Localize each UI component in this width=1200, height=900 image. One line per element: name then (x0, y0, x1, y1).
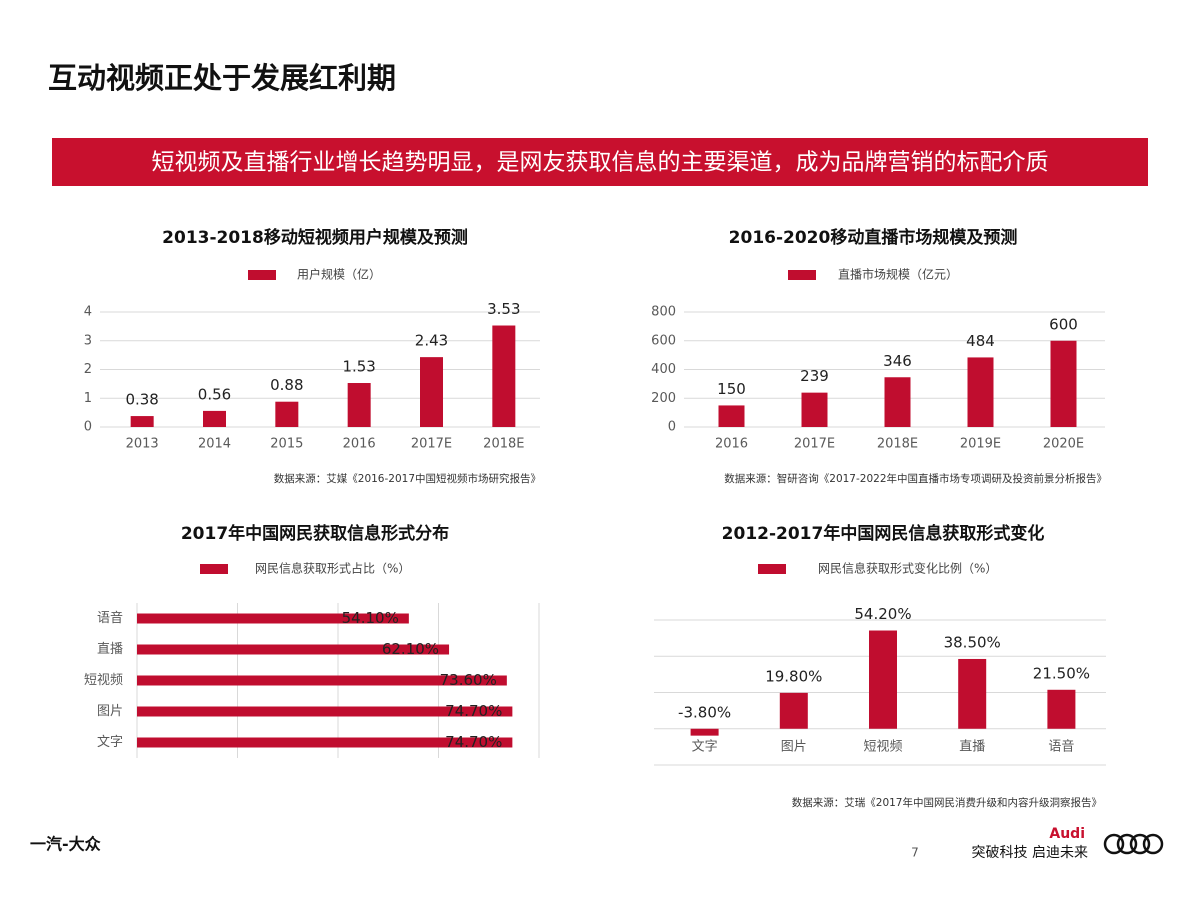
y-category-label: 文字 (97, 735, 123, 750)
slogan: 突破科技 启迪未来 (972, 845, 1088, 861)
legend-label: 用户规模（亿） (297, 267, 381, 282)
x-tick-label: 2019E (960, 437, 1001, 452)
chart-title: 2016-2020移动直播市场规模及预测 (729, 227, 1018, 248)
bar (869, 630, 897, 729)
bar (779, 692, 808, 729)
bar (958, 658, 987, 729)
x-tick-label: 语音 (1048, 739, 1074, 755)
bar (137, 706, 513, 717)
value-label: 62.10% (382, 640, 439, 658)
value-label: 19.80% (765, 667, 822, 685)
bar (137, 613, 409, 624)
slide-title: 互动视频正处于发展红利期 (48, 61, 396, 95)
value-label: 38.50% (944, 633, 1001, 651)
value-label: 74.70% (445, 702, 502, 720)
bar (690, 728, 719, 736)
y-tick-label: 400 (651, 362, 676, 377)
x-tick-label: 2017E (794, 437, 835, 452)
legend-swatch (248, 270, 276, 280)
x-tick-label: 2016 (343, 437, 376, 452)
chart-title: 2017年中国网民获取信息形式分布 (181, 523, 449, 544)
brand: 一汽-大众 (30, 835, 102, 854)
legend-label: 网民信息获取形式变化比例（%） (818, 561, 997, 576)
bar (275, 401, 299, 427)
value-label: 21.50% (1033, 664, 1090, 682)
y-category-label: 图片 (97, 704, 123, 719)
bar (203, 410, 226, 427)
bar (347, 383, 371, 427)
legend-swatch (788, 270, 816, 280)
y-tick-label: 600 (651, 333, 676, 348)
banner-text: 短视频及直播行业增长趋势明显，是网友获取信息的主要渠道，成为品牌营销的标配介质 (152, 150, 1049, 176)
y-category-label: 语音 (97, 610, 123, 626)
bar (718, 405, 745, 427)
y-category-label: 直播 (97, 642, 123, 657)
bar (137, 644, 450, 655)
value-label: 0.56 (198, 385, 231, 403)
legend-label: 网民信息获取形式占比（%） (255, 561, 410, 576)
audi-text: Audi (1049, 826, 1085, 842)
y-tick-label: 3 (84, 333, 92, 348)
bar (967, 357, 994, 427)
bar (137, 737, 513, 748)
value-label: 150 (717, 380, 746, 398)
source-note: 数据来源：艾媒《2016-2017中国短视频市场研究报告》 (274, 472, 541, 485)
value-label: 1.53 (342, 358, 375, 376)
x-tick-label: 2017E (411, 437, 452, 452)
bar (492, 325, 516, 427)
bar (801, 392, 828, 427)
x-tick-label: 2020E (1043, 437, 1084, 452)
audi-rings (1103, 833, 1164, 855)
value-label: 54.10% (342, 609, 399, 627)
value-label: 239 (800, 367, 829, 385)
y-tick-label: 1 (84, 391, 92, 406)
x-tick-label: 文字 (692, 740, 718, 755)
value-label: 2.43 (415, 332, 448, 350)
y-tick-label: 0 (84, 420, 92, 435)
y-tick-label: 2 (84, 362, 92, 377)
x-tick-label: 2014 (198, 437, 231, 452)
chart-title: 2012-2017年中国网民信息获取形式变化 (722, 523, 1045, 544)
bar (884, 377, 911, 427)
page-number: 7 (911, 846, 919, 860)
x-tick-label: 2013 (126, 437, 159, 452)
value-label: 600 (1049, 315, 1078, 333)
source-note: 数据来源：智研咨询《2017-2022年中国直播市场专项调研及投资前景分析报告》 (724, 472, 1107, 485)
value-label: 0.38 (125, 391, 158, 409)
y-tick-label: 0 (668, 420, 676, 435)
legend-swatch (758, 564, 786, 574)
value-label: 74.70% (445, 733, 502, 751)
x-tick-label: 2015 (270, 437, 303, 452)
y-tick-label: 4 (84, 305, 92, 320)
value-label: 346 (883, 352, 912, 370)
source-note: 数据来源：艾瑞《2017年中国网民消费升级和内容升级洞察报告》 (792, 796, 1102, 809)
chart-title: 2013-2018移动短视频用户规模及预测 (162, 227, 468, 248)
x-tick-label: 短视频 (863, 740, 902, 755)
legend-swatch (200, 564, 228, 574)
value-label: 73.60% (440, 671, 497, 689)
x-tick-label: 2018E (877, 437, 918, 452)
y-category-label: 短视频 (84, 673, 123, 688)
y-tick-label: 200 (651, 391, 676, 406)
value-label: 54.20% (854, 605, 911, 623)
bar (1050, 340, 1077, 427)
banner-bg (52, 138, 1148, 186)
value-label: 3.53 (487, 300, 520, 318)
x-tick-label: 2016 (715, 437, 748, 452)
value-label: 0.88 (270, 376, 303, 394)
value-label: -3.80% (678, 703, 731, 721)
bar (1047, 689, 1076, 729)
value-label: 484 (966, 332, 995, 350)
bar (420, 357, 443, 427)
x-tick-label: 图片 (781, 740, 807, 755)
legend-label: 直播市场规模（亿元） (838, 267, 958, 282)
x-tick-label: 直播 (959, 740, 985, 755)
bar (130, 416, 154, 427)
bar (137, 675, 507, 686)
y-tick-label: 800 (651, 305, 676, 320)
x-tick-label: 2018E (483, 437, 524, 452)
